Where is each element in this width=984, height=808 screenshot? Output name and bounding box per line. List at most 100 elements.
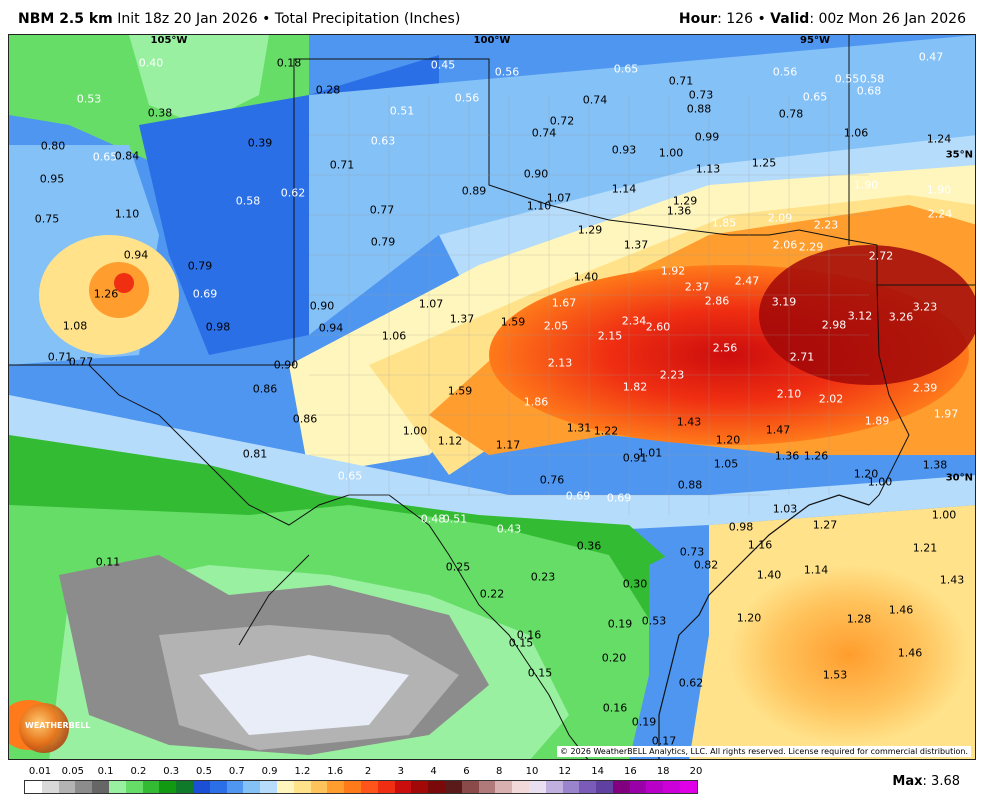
precip-value-label: 0.69 — [565, 489, 591, 503]
precip-value-label: 1.00 — [658, 146, 684, 160]
precip-value-label: 1.97 — [933, 407, 959, 421]
lon-label-95w: 95°W — [800, 35, 830, 46]
weatherbell-logo — [19, 703, 69, 753]
precip-value-label: 3.19 — [771, 295, 797, 309]
scale-swatch — [209, 781, 227, 793]
scale-swatch — [41, 781, 59, 793]
precip-value-label: 0.74 — [582, 93, 608, 107]
precip-value-label: 0.90 — [273, 358, 299, 372]
scale-swatch — [629, 781, 647, 793]
scale-swatch — [25, 781, 42, 793]
precip-value-label: 1.31 — [566, 421, 592, 435]
logo-text: WEATHERBELL — [25, 721, 91, 730]
precip-value-label: 1.00 — [402, 424, 428, 438]
precip-value-label: 1.29 — [672, 194, 698, 208]
precip-value-label: 1.28 — [846, 612, 872, 626]
precip-value-label: 0.58 — [859, 72, 885, 86]
precip-value-label: 0.89 — [461, 184, 487, 198]
scale-swatch — [377, 781, 395, 793]
precip-value-label: 1.82 — [622, 380, 648, 394]
scale-swatch — [75, 781, 93, 793]
precip-value-label: 2.37 — [684, 280, 710, 294]
precip-value-label: 0.20 — [601, 651, 627, 665]
precip-value-label: 0.17 — [651, 734, 677, 748]
precip-value-label: 0.56 — [772, 65, 798, 79]
precip-value-label: 1.36 — [666, 204, 692, 218]
precip-value-label: 1.37 — [449, 312, 475, 326]
scale-tick-label: 20 — [689, 766, 703, 777]
coastline — [658, 494, 870, 759]
max-number: 3.68 — [931, 774, 960, 789]
scale-swatch — [680, 781, 697, 793]
scale-tick-label: 0.2 — [130, 766, 147, 777]
scale-swatch — [461, 781, 479, 793]
precip-value-label: 0.65 — [802, 90, 828, 104]
precip-value-label: 0.73 — [679, 545, 705, 559]
precip-value-label: 1.20 — [715, 433, 741, 447]
precip-value-label: 0.51 — [442, 512, 468, 526]
scale-swatch — [243, 781, 261, 793]
scale-tick-label: 4 — [430, 766, 437, 777]
precip-value-label: 0.30 — [622, 577, 648, 591]
precip-value-label: 0.45 — [430, 58, 456, 72]
precip-value-label: 1.10 — [114, 207, 140, 221]
scale-swatch — [545, 781, 563, 793]
precip-value-label: 0.76 — [539, 473, 565, 487]
product-name: Total Precipitation (Inches) — [274, 11, 461, 27]
precip-value-label: 0.15 — [508, 636, 534, 650]
scale-swatch — [394, 781, 412, 793]
county-grid — [309, 95, 869, 515]
scale-tick-label: 6 — [463, 766, 470, 777]
precip-value-label: 2.71 — [789, 350, 815, 364]
scale-tick-label: 3 — [397, 766, 404, 777]
precip-value-label: 1.21 — [912, 541, 938, 555]
precip-value-label: 0.94 — [123, 248, 149, 262]
precip-value-label: 0.90 — [309, 299, 335, 313]
precip-value-label: 0.36 — [576, 539, 602, 553]
hour-value: 126 — [726, 11, 753, 27]
lon-label-100w: 100°W — [473, 35, 511, 46]
model-name: NBM 2.5 km — [18, 11, 113, 27]
precip-value-label: 2.15 — [597, 329, 623, 343]
precip-value-label: 0.93 — [611, 143, 637, 157]
scale-tick-label: 10 — [525, 766, 539, 777]
precip-value-label: 0.63 — [370, 134, 396, 148]
precip-value-label: 0.86 — [252, 382, 278, 396]
precip-value-label: 2.60 — [645, 320, 671, 334]
precip-value-label: 0.55 — [834, 72, 860, 86]
header-title: NBM 2.5 km Init 18z 20 Jan 2026 • Total … — [18, 11, 460, 27]
separator: • — [757, 11, 766, 27]
scale-swatch — [512, 781, 529, 793]
precip-value-label: 1.90 — [853, 178, 879, 192]
scale-tick-label: 0.5 — [196, 766, 212, 777]
scale-tick-label: 1.2 — [294, 766, 311, 777]
precip-value-label: 1.59 — [500, 315, 526, 329]
precip-value-label: 1.00 — [931, 508, 957, 522]
precip-value-label: 1.05 — [713, 457, 739, 471]
precipitation-map[interactable]: 0.40 0.18 0.45 0.56 0.65 0.71 0.56 0.55 0.58 0.47… — [8, 34, 976, 760]
precip-value-label: 2.09 — [767, 211, 793, 225]
precip-value-label: 0.88 — [686, 102, 712, 116]
precip-value-label: 0.77 — [369, 203, 395, 217]
precip-value-label: 0.39 — [247, 136, 273, 150]
precip-value-label: 0.68 — [856, 84, 882, 98]
scale-swatch — [226, 781, 244, 793]
scale-swatch — [276, 781, 294, 793]
precip-value-label: 1.06 — [381, 329, 407, 343]
precip-value-label: 1.29 — [577, 223, 603, 237]
scale-swatch — [293, 781, 311, 793]
lat-label-35n: 35°N — [945, 149, 973, 161]
scale-swatch — [360, 781, 378, 793]
scale-swatch — [579, 781, 597, 793]
precip-value-label: 1.90 — [926, 183, 952, 197]
precip-value-label: 1.20 — [736, 611, 762, 625]
precip-value-label: 2.34 — [621, 314, 647, 328]
scale-swatch — [260, 781, 277, 793]
max-label: Max — [892, 774, 923, 789]
precip-value-label: 0.53 — [76, 92, 102, 106]
precip-value-label: 1.01 — [637, 446, 663, 460]
map-canvas — [9, 35, 975, 759]
precip-value-label: 1.38 — [922, 458, 948, 472]
scale-tick-label: 16 — [624, 766, 637, 777]
precip-value-label: 0.71 — [47, 350, 73, 364]
